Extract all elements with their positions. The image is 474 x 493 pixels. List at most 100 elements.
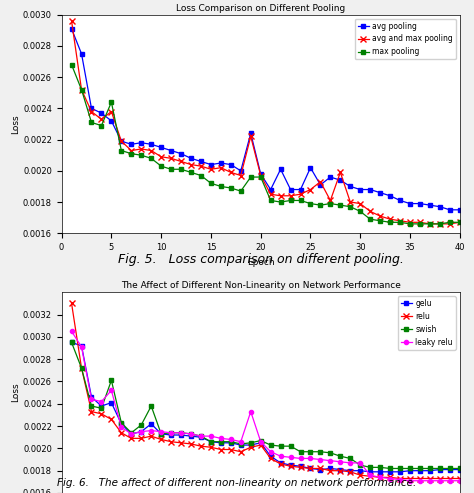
leaky relu <box>148 427 154 433</box>
Line: swish: swish <box>70 340 462 470</box>
relu <box>387 474 393 480</box>
Line: avg pooling: avg pooling <box>70 27 462 212</box>
avg and max pooling <box>248 134 254 140</box>
max pooling <box>188 170 194 176</box>
avg and max pooling <box>367 209 373 214</box>
relu <box>417 476 423 482</box>
gelu <box>168 432 174 438</box>
avg and max pooling <box>188 162 194 168</box>
avg and max pooling <box>278 193 283 199</box>
leaky relu <box>248 409 254 415</box>
swish <box>188 431 194 437</box>
avg pooling <box>138 140 144 146</box>
Line: avg and max pooling: avg and max pooling <box>69 18 463 227</box>
swish <box>387 465 393 471</box>
leaky relu <box>128 431 134 437</box>
gelu <box>178 432 184 438</box>
gelu <box>198 434 204 440</box>
avg pooling <box>298 186 303 192</box>
gelu <box>79 343 84 349</box>
Title: Loss Comparison on Different Pooling: Loss Comparison on Different Pooling <box>176 3 346 13</box>
relu <box>188 441 194 447</box>
max pooling <box>69 62 74 68</box>
max pooling <box>387 219 393 225</box>
swish <box>437 465 443 471</box>
max pooling <box>407 221 413 227</box>
gelu <box>397 469 403 475</box>
relu <box>427 476 433 482</box>
avg and max pooling <box>377 213 383 219</box>
relu <box>397 476 403 482</box>
avg pooling <box>79 51 84 57</box>
leaky relu <box>417 478 423 484</box>
avg pooling <box>278 166 283 172</box>
swish <box>417 465 423 471</box>
relu <box>228 447 234 453</box>
relu <box>158 436 164 442</box>
leaky relu <box>347 460 353 466</box>
max pooling <box>417 221 423 227</box>
gelu <box>308 465 313 471</box>
avg pooling <box>328 174 333 180</box>
gelu <box>89 394 94 400</box>
relu <box>377 474 383 480</box>
swish <box>377 464 383 470</box>
gelu <box>447 466 453 472</box>
leaky relu <box>218 435 224 441</box>
gelu <box>208 439 214 445</box>
avg and max pooling <box>109 108 114 114</box>
avg and max pooling <box>318 179 323 185</box>
max pooling <box>377 218 383 224</box>
gelu <box>99 403 104 409</box>
gelu <box>248 442 254 448</box>
swish <box>79 365 84 371</box>
avg pooling <box>178 151 184 157</box>
swish <box>328 450 333 456</box>
gelu <box>268 453 273 459</box>
gelu <box>377 469 383 475</box>
avg and max pooling <box>288 193 293 199</box>
max pooling <box>79 87 84 93</box>
relu <box>99 411 104 417</box>
avg pooling <box>417 201 423 207</box>
max pooling <box>447 219 453 225</box>
leaky relu <box>118 424 124 430</box>
max pooling <box>168 166 174 172</box>
leaky relu <box>69 328 74 334</box>
max pooling <box>318 202 323 208</box>
avg pooling <box>128 141 134 147</box>
max pooling <box>347 204 353 210</box>
avg and max pooling <box>128 147 134 153</box>
leaky relu <box>109 387 114 393</box>
Text: Fig. 5.   Loss comparison on different pooling.: Fig. 5. Loss comparison on different poo… <box>118 253 404 266</box>
swish <box>69 340 74 346</box>
max pooling <box>258 174 264 180</box>
avg and max pooling <box>138 146 144 152</box>
swish <box>407 465 413 471</box>
swish <box>218 439 224 445</box>
gelu <box>118 421 124 427</box>
leaky relu <box>318 457 323 462</box>
avg pooling <box>168 147 174 153</box>
relu <box>168 439 174 445</box>
gelu <box>128 431 134 437</box>
avg and max pooling <box>158 154 164 160</box>
avg and max pooling <box>178 159 184 165</box>
relu <box>138 435 144 441</box>
Y-axis label: Loss: Loss <box>11 114 20 134</box>
max pooling <box>357 209 363 214</box>
relu <box>109 417 114 423</box>
Text: Fig. 6.   The affect of different non-linearity on network performance.: Fig. 6. The affect of different non-line… <box>57 478 417 488</box>
Line: gelu: gelu <box>70 340 462 474</box>
leaky relu <box>178 430 184 436</box>
relu <box>79 365 84 371</box>
leaky relu <box>457 478 463 484</box>
avg pooling <box>99 110 104 116</box>
avg and max pooling <box>437 221 443 227</box>
leaky relu <box>278 453 283 459</box>
relu <box>308 465 313 471</box>
avg and max pooling <box>208 166 214 172</box>
gelu <box>347 468 353 474</box>
max pooling <box>109 99 114 105</box>
avg and max pooling <box>168 155 174 161</box>
